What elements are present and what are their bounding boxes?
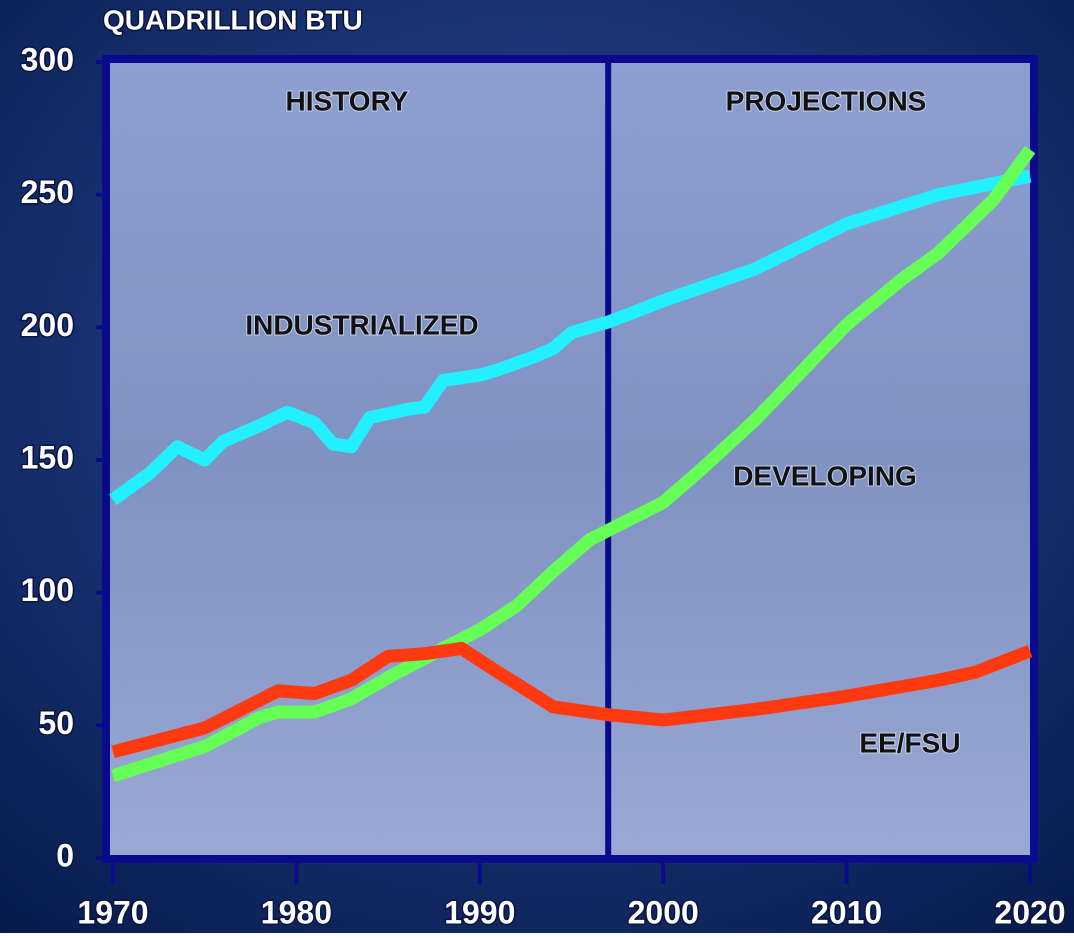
- region-label: HISTORY: [286, 85, 409, 116]
- y-tick-label: 250: [21, 174, 74, 210]
- y-tick-label: 300: [21, 41, 74, 77]
- x-tick-label: 2010: [811, 894, 882, 930]
- series-label: INDUSTRIALIZED: [245, 309, 478, 340]
- y-tick-label: 0: [56, 837, 74, 873]
- x-tick-label: 2020: [994, 894, 1065, 930]
- series-label: DEVELOPING: [733, 460, 917, 491]
- x-tick-label: 2000: [628, 894, 699, 930]
- x-tick-label: 1990: [444, 894, 515, 930]
- y-tick-label: 100: [21, 572, 74, 608]
- x-tick-label: 1970: [77, 894, 148, 930]
- series-line: [111, 145, 1036, 782]
- series-line: [111, 641, 1033, 759]
- x-tick-label: 1980: [261, 894, 332, 930]
- series-line: [109, 169, 1032, 506]
- region-label: PROJECTIONS: [726, 85, 927, 116]
- y-tick-label: 150: [21, 439, 74, 475]
- y-tick-label: 200: [21, 307, 74, 343]
- unit-title: QUADRILLION BTU: [103, 4, 363, 35]
- series-label: EE/FSU: [859, 727, 960, 758]
- plot-area: [102, 55, 1038, 863]
- y-tick-label: 50: [38, 705, 74, 741]
